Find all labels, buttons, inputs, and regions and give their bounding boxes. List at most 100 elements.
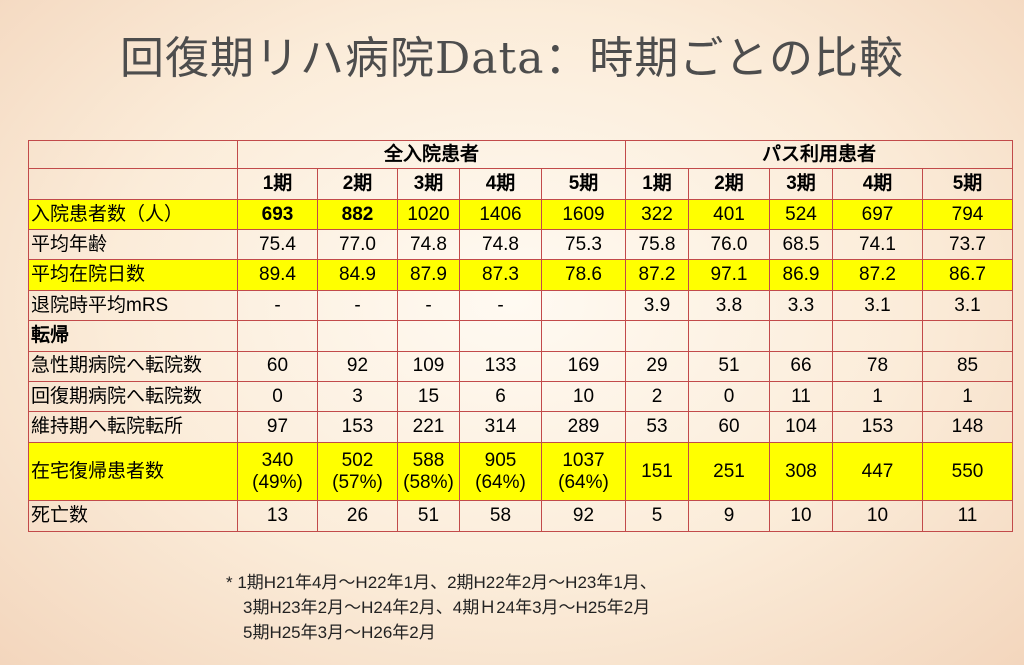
- table-cell: [769, 320, 833, 352]
- table-cell: -: [459, 289, 542, 322]
- row-label-maintenance: 維持期へ転院転所: [28, 411, 238, 443]
- table-cell: 89.4: [237, 259, 318, 291]
- table-cell: 3.3: [769, 289, 833, 322]
- row-label-recovery: 回復期病院へ転院数: [28, 380, 238, 413]
- table-cell: 151: [625, 441, 689, 502]
- table-row-acute: 急性期病院へ転院数 60 92 109 133 169 29 51 66 78 85: [28, 350, 1014, 382]
- table-cell: 905 (64%): [459, 441, 542, 502]
- table-cell: 78.6: [541, 259, 626, 291]
- table-cell: 5: [625, 500, 689, 532]
- table-cell: 104: [769, 411, 833, 443]
- table-cell: 68.5: [769, 229, 833, 261]
- table-cell: 109: [397, 350, 460, 382]
- footnote-line: * 1期H21年4月～H22年1月、2期H22年2月～H23年1月、: [226, 573, 657, 592]
- table-cell: 1406: [459, 198, 542, 231]
- table-cell: 524: [769, 198, 833, 231]
- table-cell: 314: [459, 411, 542, 443]
- footnote-line: 5期H25年3月～H26年2月: [226, 623, 436, 642]
- table-cell: [832, 320, 923, 352]
- table-cell: 153: [317, 411, 398, 443]
- table-cell: 6: [459, 380, 542, 413]
- table-cell: 1609: [541, 198, 626, 231]
- table-cell: 0: [237, 380, 318, 413]
- table-cell: 87.3: [459, 259, 542, 291]
- table-cell: [921, 320, 1014, 352]
- table-cell: 3.8: [688, 289, 770, 322]
- table-cell: 87.2: [625, 259, 689, 291]
- table-cell: 76.0: [688, 229, 770, 261]
- table-cell: 1020: [397, 198, 460, 231]
- footnote-line: 3期H23年2月～H24年2月、4期Ｈ24年3月～H25年2月: [226, 598, 651, 617]
- table-cell: 693: [237, 198, 318, 231]
- table-cell: 794: [921, 198, 1014, 231]
- table-cell: 87.2: [832, 259, 923, 291]
- table-cell: 85: [921, 350, 1014, 382]
- table-cell: 15: [397, 380, 460, 413]
- period-header: 2期: [688, 168, 770, 200]
- cell-percent: (49%): [252, 471, 303, 493]
- table-cell: [541, 289, 626, 322]
- section-label-tenki: 転帰: [28, 320, 238, 352]
- table-cell: 74.8: [397, 229, 460, 261]
- table-row-avg_age: 平均年齢 75.4 77.0 74.8 74.8 75.3 75.8 76.0 68.5 74.1…: [28, 229, 1014, 261]
- table-cell: 1: [921, 380, 1014, 413]
- table-row-mrs: 退院時平均mRS - - - -3.9 3.8 3.3 3.1 3.1: [28, 289, 1014, 322]
- row-label-mrs: 退院時平均mRS: [28, 289, 238, 322]
- header-corner: [28, 139, 238, 170]
- table-cell: [541, 320, 626, 352]
- period-header: 1期: [625, 168, 689, 200]
- table-cell: -: [317, 289, 398, 322]
- table-cell: 86.9: [769, 259, 833, 291]
- table-cell: 75.3: [541, 229, 626, 261]
- table-cell: 97.1: [688, 259, 770, 291]
- table-row-recovery: 回復期病院へ転院数 0 3 15 6 10 2 0 11 1 1: [28, 380, 1014, 413]
- table-cell: 87.9: [397, 259, 460, 291]
- slide-title: 回復期リハ病院Data：時期ごとの比較: [120, 33, 904, 84]
- table-cell: 9: [688, 500, 770, 532]
- table-cell: 10: [769, 500, 833, 532]
- table-cell: 221: [397, 411, 460, 443]
- table-cell: 3: [317, 380, 398, 413]
- table-cell: 13: [237, 500, 318, 532]
- table-cell: 697: [832, 198, 923, 231]
- cell-percent: (58%): [403, 471, 454, 493]
- table-cell: 308: [769, 441, 833, 502]
- table-cell: [397, 320, 460, 352]
- cell-value: 588: [412, 449, 445, 471]
- table-cell: 73.7: [921, 229, 1014, 261]
- period-header: 5期: [541, 168, 626, 200]
- cell-percent: (64%): [558, 471, 609, 493]
- table-cell: 97: [237, 411, 318, 443]
- table-row-avg_stay: 平均在院日数 89.4 84.9 87.9 87.3 78.6 87.2 97.1 86.9 87…: [28, 259, 1014, 291]
- table-cell: 51: [397, 500, 460, 532]
- cell-value: 905: [484, 449, 517, 471]
- table-cell: 60: [688, 411, 770, 443]
- table-row-home: 在宅復帰患者数 340 (49%) 502 (57%) 588 (58%) 905 (64%) 1…: [28, 441, 1014, 502]
- period-header: 3期: [769, 168, 833, 200]
- table-cell: 78: [832, 350, 923, 382]
- period-header: 1期: [237, 168, 318, 200]
- table-cell: [625, 320, 689, 352]
- period-header: 5期: [921, 168, 1014, 200]
- table-cell: 86.7: [921, 259, 1014, 291]
- table-cell: 340 (49%): [237, 441, 318, 502]
- table-cell: 92: [317, 350, 398, 382]
- table-cell: 502 (57%): [317, 441, 398, 502]
- row-label-death: 死亡数: [28, 500, 238, 532]
- period-header: 4期: [459, 168, 542, 200]
- cell-value: 1037: [562, 449, 605, 471]
- cell-percent: (57%): [332, 471, 383, 493]
- table-cell: 75.4: [237, 229, 318, 261]
- table-cell: 10: [541, 380, 626, 413]
- table-row-death: 死亡数 13 26 51 58 92 5 9 10 10 11: [28, 500, 1014, 532]
- cell-value: 502: [341, 449, 374, 471]
- table-cell: 550: [921, 441, 1014, 502]
- period-header: 3期: [397, 168, 460, 200]
- row-label-admissions: 入院患者数（人）: [28, 198, 238, 231]
- table-cell: 51: [688, 350, 770, 382]
- table-cell: 11: [921, 500, 1014, 532]
- table-cell: 74.1: [832, 229, 923, 261]
- table-row-admissions: 入院患者数（人） 693 882 1020 1406 1609 322 401 524 697 79…: [28, 198, 1014, 231]
- table-cell: 77.0: [317, 229, 398, 261]
- table-cell: 153: [832, 411, 923, 443]
